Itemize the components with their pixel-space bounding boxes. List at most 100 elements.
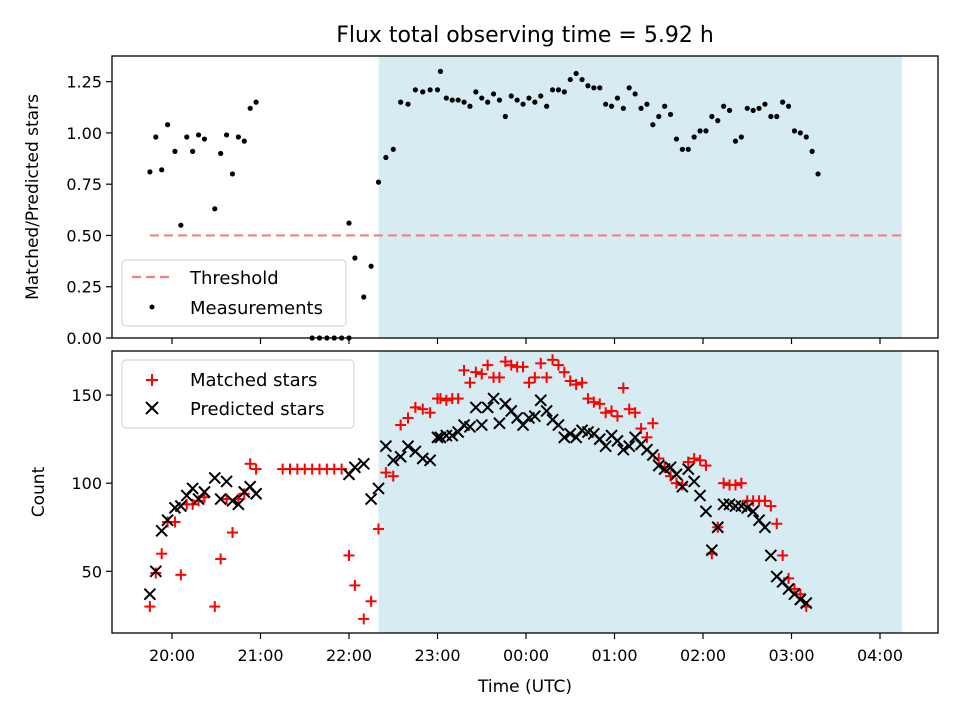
chart-title: Flux total observing time = 5.92 h: [336, 23, 714, 48]
legend-matched-swatch: [146, 374, 158, 386]
top-axes-frame: [111, 55, 939, 339]
measurement-point: [803, 134, 809, 140]
predicted-star-point: [481, 401, 494, 414]
matched-star-point: [765, 500, 777, 512]
x-tick-label: 20:00: [149, 646, 195, 665]
top-y-axis-label: Matched/Predicted stars: [23, 94, 43, 300]
predicted-star-point: [208, 471, 221, 485]
measurement-point: [685, 146, 691, 152]
measurement-point: [549, 87, 556, 93]
predicted-star-point: [387, 454, 400, 467]
predicted-star-point: [693, 489, 707, 502]
measurement-point: [703, 128, 709, 134]
matched-star-point: [788, 583, 800, 595]
matched-star-point: [169, 516, 181, 528]
matched-star-point: [349, 579, 361, 591]
measurement-point: [709, 113, 715, 120]
measurement-point: [461, 99, 467, 105]
matched-star-point: [682, 456, 694, 468]
measurement-point: [715, 118, 721, 124]
x-tick-label: 03:00: [768, 646, 814, 665]
matched-star-point: [647, 417, 659, 429]
predicted-star-point: [232, 498, 245, 511]
predicted-star-point: [758, 521, 772, 534]
matched-star-point: [517, 361, 529, 373]
measurement-point: [467, 103, 473, 109]
matched-star-point: [794, 588, 806, 600]
measurement-point: [614, 95, 621, 101]
matched-star-point: [417, 403, 429, 415]
x-tick-label: 21:00: [237, 646, 283, 665]
measurement-point: [485, 99, 491, 105]
legend-predicted-label: Predicted stars: [190, 399, 324, 420]
y-tick-label: 150: [71, 386, 102, 405]
predicted-star-point: [186, 482, 199, 495]
measurement-point: [620, 105, 626, 111]
matched-star-point: [505, 359, 517, 371]
measurement-point: [241, 138, 247, 144]
predicted-star-point: [682, 462, 695, 476]
matched-star-point: [552, 359, 564, 371]
matched-star-point: [611, 410, 623, 422]
matched-star-point: [576, 377, 588, 389]
measurement-point: [555, 87, 562, 93]
matched-star-point: [187, 498, 199, 510]
measurement-point: [375, 179, 382, 185]
measurement-point: [159, 167, 165, 173]
measurement-point: [544, 103, 550, 109]
y-tick-label: 0.25: [66, 278, 102, 297]
measurement-point: [697, 128, 703, 134]
measurement-point: [164, 122, 171, 128]
y-tick-label: 0.50: [66, 226, 102, 245]
x-tick-label: 23:00: [414, 646, 460, 665]
bottom-y-axis: 50 100 150: [71, 386, 112, 581]
measurement-point: [153, 134, 159, 140]
matched-star-point: [464, 377, 476, 389]
matched-star-point: [729, 479, 741, 491]
matched-star-point: [582, 393, 594, 405]
matched-star-point: [395, 419, 407, 431]
matched-star-point: [629, 407, 641, 419]
matched-star-point: [676, 479, 688, 491]
measurement-point: [573, 70, 579, 77]
top-panel: 0.00 0.25 0.50 0.75 1.00 1.25 Matched/Predict…: [23, 55, 939, 348]
measurement-point: [195, 132, 202, 138]
measurement-point: [479, 95, 485, 101]
y-tick-label: 0.75: [66, 175, 102, 194]
bottom-legend: Matched stars Predicted stars: [121, 359, 355, 429]
y-tick-label: 0.00: [66, 329, 102, 348]
matched-star-point: [458, 364, 470, 376]
matched-star-point: [373, 523, 384, 535]
measurement-point: [603, 101, 609, 107]
predicted-star-point: [487, 392, 500, 405]
measurement-point: [756, 105, 762, 111]
predicted-star-point: [552, 418, 565, 432]
matched-star-point: [558, 366, 570, 378]
measurement-point: [597, 85, 603, 91]
matched-star-point: [688, 453, 700, 465]
legend-measurements-swatch: [149, 304, 155, 310]
matched-star-point: [493, 371, 505, 383]
matched-star-point: [535, 357, 547, 369]
matched-star-point: [144, 601, 156, 613]
predicted-star-point: [379, 439, 393, 453]
predicted-star-point: [440, 429, 453, 442]
measurement-point: [662, 103, 668, 109]
matched-star-point: [541, 371, 553, 383]
matched-star-point: [402, 412, 414, 424]
measurement-point: [201, 136, 208, 142]
predicted-star-point: [711, 521, 724, 534]
measurement-point: [591, 85, 597, 91]
measurement-point: [223, 132, 230, 138]
measurement-point: [449, 97, 455, 103]
predicted-star-point: [401, 439, 415, 453]
measurement-point: [650, 122, 656, 128]
bottom-legend-box: [121, 359, 355, 429]
measurement-point: [797, 130, 803, 136]
measurement-point: [815, 171, 821, 177]
matched-star-point: [588, 396, 600, 408]
matched-star-point: [735, 477, 747, 489]
predicted-star-point: [226, 494, 239, 508]
measurement-point: [673, 136, 680, 142]
measurement-point: [502, 113, 508, 120]
